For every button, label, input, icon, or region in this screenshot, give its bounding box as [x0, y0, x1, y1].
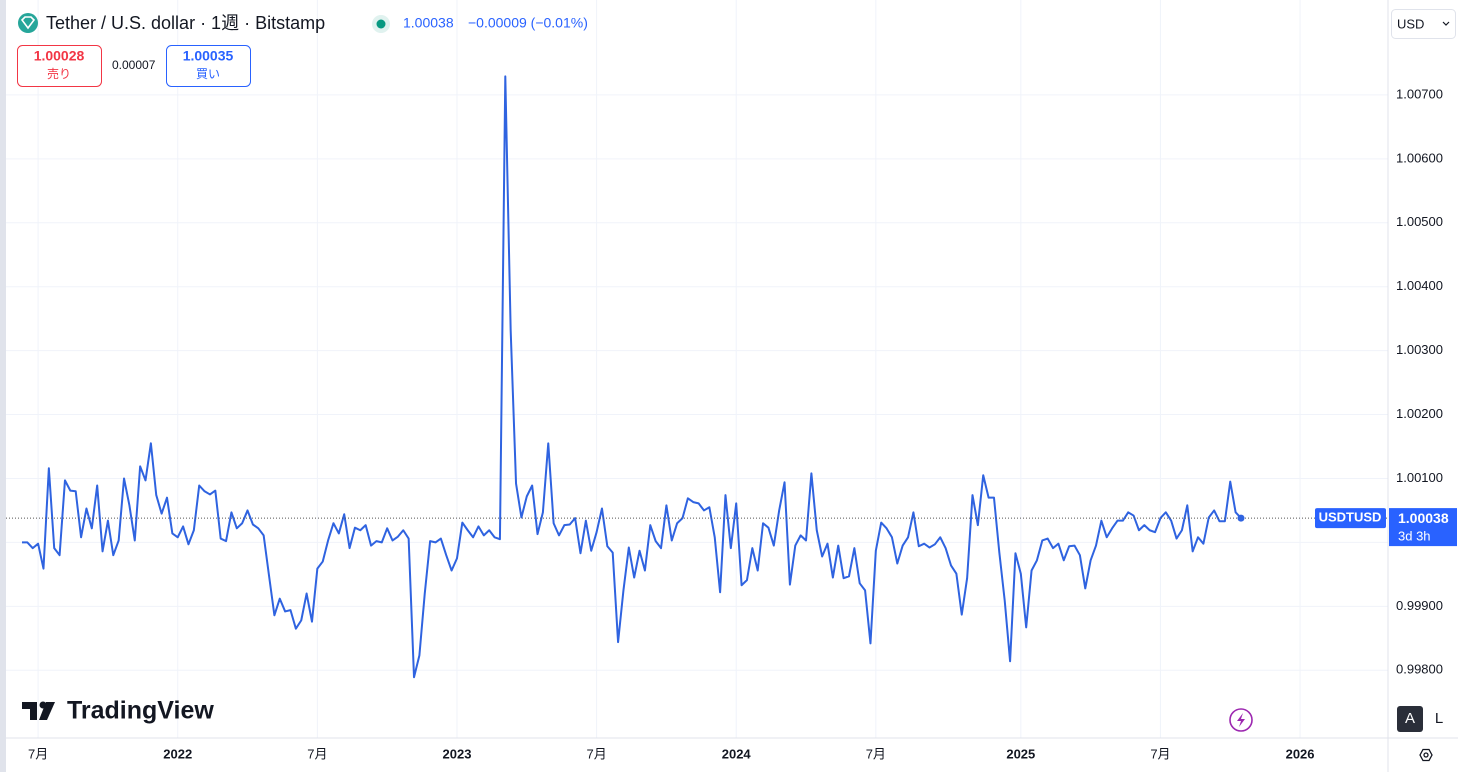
price-line [22, 75, 1242, 679]
x-tick-label: 2023 [443, 746, 472, 761]
y-tick-label: 1.00500 [1396, 214, 1443, 229]
y-tick-label: 0.99800 [1396, 662, 1443, 677]
x-tick-label: 2025 [1006, 746, 1035, 761]
last-price: 1.00038 [403, 15, 454, 31]
x-tick-label: 7月 [28, 746, 48, 761]
y-tick-label: 1.00100 [1396, 470, 1443, 485]
x-tick-label: 7月 [1150, 746, 1170, 761]
plot-area [6, 75, 1388, 679]
auto-scale-button[interactable] [1397, 706, 1423, 732]
price-badge [1389, 508, 1457, 547]
x-tick-label: 2022 [163, 746, 192, 761]
x-tick-label: 2024 [722, 746, 752, 761]
status-dot [376, 19, 386, 29]
symbol-icon [18, 13, 38, 33]
settings-icon[interactable] [1419, 748, 1433, 762]
logo-shape [39, 702, 55, 720]
buy-button[interactable] [166, 45, 251, 87]
sell-label: 売り [47, 66, 71, 81]
brand-logo: TradingView [22, 697, 214, 725]
axes: 0.998000.999001.000001.001001.002001.003… [28, 86, 1457, 761]
y-tick-label: 1.00200 [1396, 406, 1443, 421]
x-tick-label: 7月 [307, 746, 327, 761]
symbol-icon-gem [20, 16, 36, 30]
currency-select[interactable] [1391, 9, 1456, 39]
bolt [1237, 713, 1245, 727]
y-tick-label: 1.00400 [1396, 278, 1443, 293]
grid [6, 0, 1388, 738]
sell-price: 1.00028 [34, 48, 85, 64]
symbol-badge [1315, 508, 1386, 529]
chevron [1442, 21, 1450, 26]
countdown: 3d 3h [1398, 529, 1431, 544]
price-change: −0.00009 (−0.01%) [468, 15, 588, 31]
buy-price: 1.00035 [183, 48, 234, 64]
brand-name: TradingView [67, 697, 214, 725]
symbol-badge-label: USDTUSD [1319, 510, 1382, 525]
y-tick-label: 1.00300 [1396, 342, 1443, 357]
y-tick-label: 1.00600 [1396, 150, 1443, 165]
sell-button[interactable] [17, 45, 102, 87]
currency-label: USD [1397, 16, 1424, 31]
y-tick-label: 1.00700 [1396, 86, 1443, 101]
left-edge [0, 0, 6, 772]
log-scale-label[interactable]: L [1435, 710, 1443, 727]
x-tick-label: 7月 [866, 746, 886, 761]
gear [1419, 748, 1433, 762]
gear-hole [1423, 752, 1429, 758]
y-tick-label: 0.99900 [1396, 598, 1443, 613]
auto-scale-label: A [1405, 710, 1415, 727]
last-point [1237, 514, 1245, 522]
buy-label: 買い [196, 67, 220, 81]
price-badge-value: 1.00038 [1398, 510, 1449, 526]
chart-title[interactable]: Tether / U.S. dollar · 1週 · Bitstamp [46, 13, 325, 33]
x-tick-label: 7月 [586, 746, 606, 761]
x-tick-label: 2026 [1286, 746, 1315, 761]
logo-shape [22, 702, 37, 720]
spread: 0.00007 [112, 58, 156, 72]
